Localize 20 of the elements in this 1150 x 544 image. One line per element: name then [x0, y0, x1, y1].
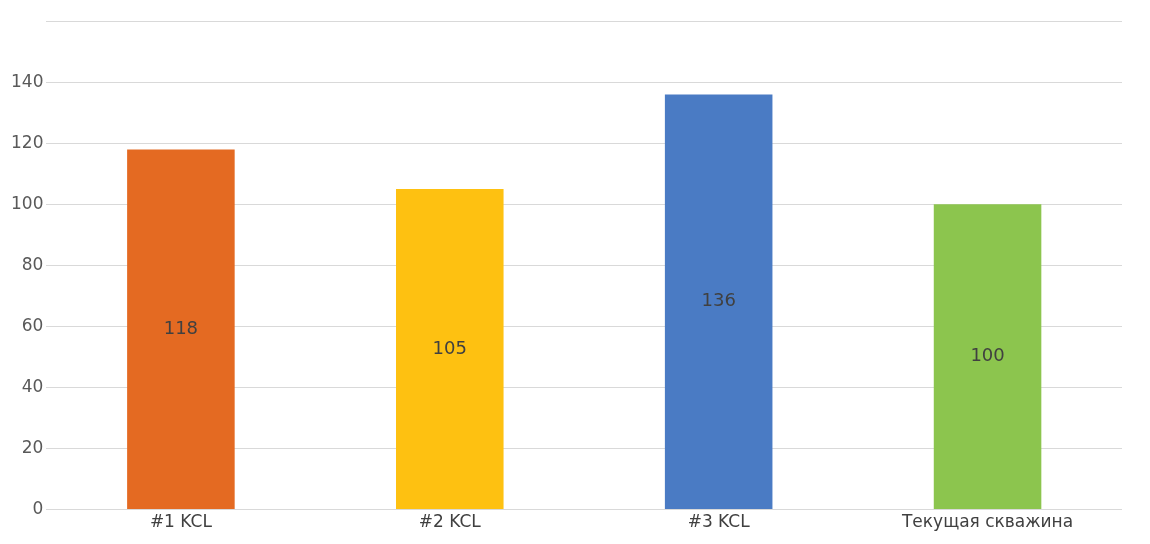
x-tick-label: Текущая скважина — [900, 511, 1074, 532]
x-tick-label: #3 KCL — [687, 511, 751, 532]
data-label: 118 — [163, 316, 199, 338]
bar — [664, 94, 773, 510]
y-tick-label: 120 — [10, 131, 44, 152]
y-tick-label: 80 — [21, 253, 44, 274]
x-tick-label: #2 KCL — [418, 511, 482, 532]
y-tick-label: 0 — [32, 498, 44, 519]
x-tick-label: #1 KCL — [149, 511, 213, 532]
data-label: 105 — [432, 336, 467, 358]
y-tick-label: 40 — [21, 375, 44, 396]
bar — [396, 189, 504, 510]
bar — [127, 149, 235, 510]
y-tick-label: 140 — [10, 70, 44, 91]
y-tick-label: 100 — [10, 192, 44, 213]
data-label: 136 — [701, 289, 736, 311]
y-tick-label: 20 — [21, 436, 44, 457]
data-label: 100 — [970, 344, 1005, 366]
bar — [933, 204, 1042, 510]
y-tick-label: 60 — [21, 314, 44, 335]
